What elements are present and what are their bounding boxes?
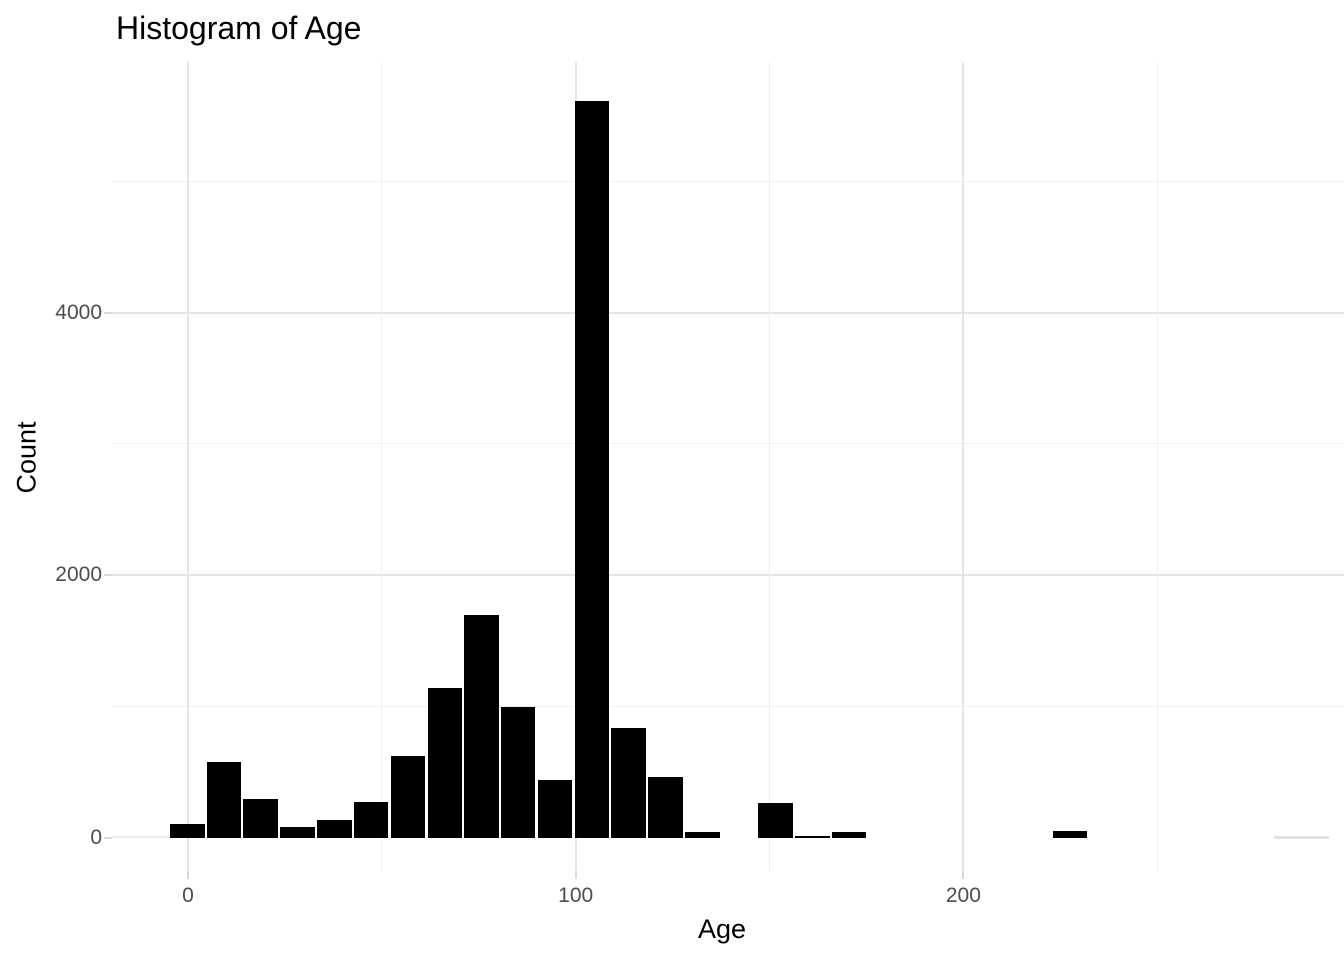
histogram-bar bbox=[206, 762, 242, 838]
x-major-gridline bbox=[187, 62, 189, 871]
baseline-gridline-stub bbox=[112, 836, 171, 838]
histogram-bar bbox=[831, 832, 867, 838]
y-minor-gridline bbox=[112, 443, 1344, 445]
histogram-bar bbox=[574, 101, 610, 838]
y-tick-mark bbox=[104, 837, 112, 839]
x-tick-mark bbox=[187, 871, 189, 879]
histogram-bar bbox=[280, 827, 315, 838]
histogram-bar bbox=[611, 728, 646, 838]
histogram-bar bbox=[685, 832, 720, 838]
x-tick-label: 200 bbox=[945, 884, 981, 907]
x-minor-gridline bbox=[769, 62, 771, 871]
histogram-bar bbox=[427, 688, 463, 838]
histogram-bar bbox=[500, 706, 536, 838]
histogram-bar bbox=[464, 614, 499, 838]
histogram-bar bbox=[795, 836, 830, 838]
histogram-bar bbox=[758, 803, 794, 838]
y-major-gridline bbox=[112, 574, 1344, 577]
na-gray-bar bbox=[1273, 836, 1329, 839]
y-axis-title: Count bbox=[11, 421, 42, 494]
y-minor-gridline bbox=[112, 180, 1344, 182]
y-major-gridline bbox=[112, 311, 1344, 314]
y-tick-mark bbox=[104, 311, 112, 314]
x-tick-label: 0 bbox=[182, 884, 194, 907]
x-minor-gridline bbox=[1156, 62, 1158, 871]
y-tick-label: 2000 bbox=[55, 563, 102, 587]
x-tick-mark bbox=[962, 871, 965, 879]
histogram-bar bbox=[243, 798, 278, 838]
x-major-gridline bbox=[962, 62, 965, 871]
histogram-bar bbox=[353, 801, 389, 838]
y-minor-gridline bbox=[112, 706, 1344, 708]
x-minor-gridline bbox=[381, 62, 383, 871]
histogram-bar bbox=[537, 779, 573, 838]
histogram-bar bbox=[317, 820, 352, 838]
histogram-bar bbox=[170, 823, 205, 838]
histogram-bar bbox=[1052, 831, 1088, 838]
y-tick-label: 4000 bbox=[55, 300, 102, 324]
x-tick-label: 100 bbox=[558, 884, 594, 907]
histogram-bar bbox=[648, 776, 683, 838]
x-axis-title: Age bbox=[0, 914, 1344, 945]
plot-title: Histogram of Age bbox=[116, 10, 362, 46]
histogram-bar bbox=[390, 755, 426, 838]
y-tick-mark bbox=[104, 574, 112, 577]
x-axis-title-text: Age bbox=[697, 914, 747, 944]
x-tick-mark bbox=[574, 871, 577, 879]
y-tick-label: 0 bbox=[90, 826, 102, 849]
